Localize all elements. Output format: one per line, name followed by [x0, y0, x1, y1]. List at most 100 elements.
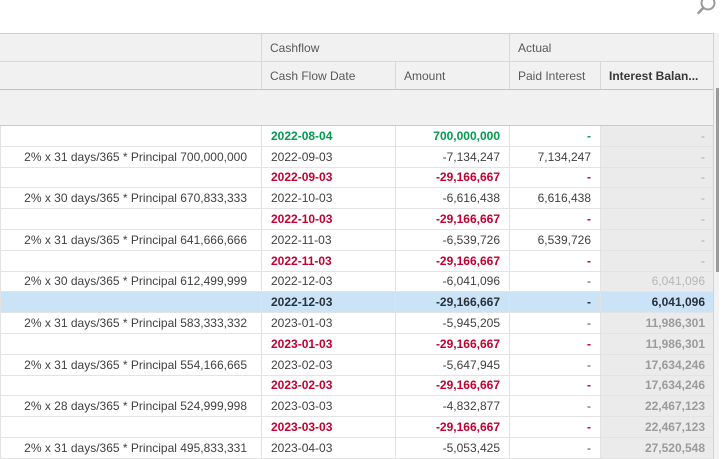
cell-paid-interest: - [509, 271, 600, 292]
cell-cash-flow-date: 2022-10-03 [261, 188, 395, 209]
cell-interest-formula [0, 375, 261, 396]
cell-paid-interest: 7,134,247 [509, 146, 600, 167]
cell-interest-balance: 11,986,301 [600, 333, 713, 354]
cell-cash-flow-date: 2023-02-03 [261, 354, 395, 375]
column-header-formula[interactable] [0, 62, 261, 89]
interest-formula-text: 2% x 30 days/365 * Principal 670,833,333 [24, 191, 247, 206]
cell-interest-formula [0, 209, 261, 229]
cell-paid-interest: - [509, 292, 600, 313]
cell-paid-interest: - [509, 313, 600, 333]
cell-interest-balance: - [600, 250, 713, 271]
table-row[interactable]: 2023-01-03 -29,166,667-11,986,301 [0, 333, 714, 355]
cell-cash-flow-date: 2023-04-03 [261, 437, 395, 458]
empty-band-row [0, 90, 714, 126]
vertical-scrollbar-thumb[interactable] [716, 88, 719, 272]
cell-cash-flow-date: 2022-12-03 [261, 271, 395, 292]
cell-amount: -29,166,667 [395, 167, 509, 188]
cell-interest-formula [0, 417, 261, 437]
interest-formula-text: 2% x 31 days/365 * Principal 495,833,331 [24, 440, 247, 455]
cell-amount: -29,166,667 [395, 417, 509, 437]
column-header-cash-flow-date[interactable]: Cash Flow Date [261, 62, 395, 89]
cell-amount: 700,000,000 [395, 126, 509, 146]
cell-amount: -7,134,247 [395, 146, 509, 167]
vertical-scrollbar[interactable] [713, 33, 719, 459]
cell-paid-interest: - [509, 437, 600, 458]
cell-cash-flow-date: 2022-09-03 [261, 167, 395, 188]
table-row[interactable]: 2022-11-03 -29,166,667- - [0, 250, 714, 272]
cell-cash-flow-date: 2022-08-04 [261, 126, 395, 146]
group-header-cashflow[interactable]: Cashflow [261, 34, 509, 61]
column-header-paid-interest[interactable]: Paid Interest [509, 62, 600, 89]
cell-interest-balance: 22,467,123 [600, 417, 713, 437]
table-row[interactable]: 2% x 30 days/365 * Principal 612,499,999… [0, 271, 714, 293]
cell-interest-balance: 27,520,548 [600, 437, 713, 458]
cell-amount: -4,832,877 [395, 396, 509, 417]
column-header-amount[interactable]: Amount [395, 62, 509, 89]
cell-paid-interest: - [509, 209, 600, 229]
group-header-actual[interactable]: Actual [509, 34, 714, 61]
table-row[interactable]: 2023-03-03 -29,166,667-22,467,123 [0, 417, 714, 438]
cell-interest-formula [0, 250, 261, 271]
cell-interest-balance: - [600, 146, 713, 167]
cell-interest-balance: - [600, 209, 713, 229]
cell-interest-balance: 22,467,123 [600, 396, 713, 417]
interest-formula-text: 2% x 31 days/365 * Principal 583,333,332 [24, 316, 247, 331]
cell-interest-balance: - [600, 126, 713, 146]
cell-interest-balance: - [600, 167, 713, 188]
cashflow-table: Cashflow Actual Cash Flow Date Amount Pa… [0, 33, 714, 459]
cell-paid-interest: - [509, 126, 600, 146]
search-icon[interactable] [692, 0, 720, 19]
table-row[interactable]: 2022-12-03 -29,166,667-6,041,096 [0, 292, 714, 314]
column-group-header-row: Cashflow Actual [0, 34, 714, 62]
cell-paid-interest: - [509, 167, 600, 188]
cell-interest-formula [0, 333, 261, 354]
cell-amount: -29,166,667 [395, 292, 509, 313]
interest-formula-text: 2% x 28 days/365 * Principal 524,999,998 [24, 399, 247, 414]
cell-interest-formula: 2% x 31 days/365 * Principal 554,166,665 [0, 354, 261, 375]
cell-interest-formula: 2% x 31 days/365 * Principal 583,333,332 [0, 313, 261, 333]
table-row[interactable]: 2023-02-03 -29,166,667-17,634,246 [0, 375, 714, 397]
table-row[interactable]: 2% x 31 days/365 * Principal 641,666,666… [0, 229, 714, 251]
table-row[interactable]: 2% x 28 days/365 * Principal 524,999,998… [0, 396, 714, 418]
cell-cash-flow-date: 2022-11-03 [261, 229, 395, 250]
toolbar [0, 0, 727, 33]
cell-paid-interest: - [509, 333, 600, 354]
table-row[interactable]: 2% x 31 days/365 * Principal 583,333,332… [0, 313, 714, 334]
table-row[interactable]: 2% x 31 days/365 * Principal 554,166,665… [0, 354, 714, 376]
cell-amount: -29,166,667 [395, 333, 509, 354]
table-row[interactable]: 2% x 31 days/365 * Principal 700,000,000… [0, 146, 714, 168]
cell-amount: -29,166,667 [395, 375, 509, 396]
table-row[interactable]: 2% x 30 days/365 * Principal 670,833,333… [0, 188, 714, 210]
cell-interest-formula [0, 126, 261, 146]
cell-interest-formula: 2% x 30 days/365 * Principal 612,499,999 [0, 271, 261, 292]
table-row[interactable]: 2022-10-03 -29,166,667- - [0, 209, 714, 230]
group-header-empty [0, 34, 261, 61]
cell-interest-balance: - [600, 229, 713, 250]
cell-paid-interest: - [509, 354, 600, 375]
interest-formula-text: 2% x 30 days/365 * Principal 612,499,999 [24, 274, 247, 289]
cell-interest-formula: 2% x 31 days/365 * Principal 641,666,666 [0, 229, 261, 250]
cell-interest-formula: 2% x 28 days/365 * Principal 524,999,998 [0, 396, 261, 417]
cell-paid-interest: - [509, 396, 600, 417]
column-header-interest-balance[interactable]: Interest Balan... [600, 62, 713, 89]
cell-paid-interest: 6,539,726 [509, 229, 600, 250]
cell-amount: -29,166,667 [395, 250, 509, 271]
table-body: 2022-08-04 700,000,000- -2% x 31 days/365 … [0, 126, 714, 459]
cell-paid-interest: 6,616,438 [509, 188, 600, 209]
interest-formula-text: 2% x 31 days/365 * Principal 700,000,000 [24, 149, 247, 164]
table-row[interactable]: 2022-08-04 700,000,000- - [0, 126, 714, 147]
cell-interest-balance: 11,986,301 [600, 313, 713, 333]
cell-cash-flow-date: 2022-09-03 [261, 146, 395, 167]
cell-paid-interest: - [509, 250, 600, 271]
interest-formula-text: 2% x 31 days/365 * Principal 641,666,666 [24, 232, 247, 247]
cell-amount: -5,647,945 [395, 354, 509, 375]
cell-cash-flow-date: 2023-01-03 [261, 333, 395, 354]
cell-amount: -6,539,726 [395, 229, 509, 250]
cell-amount: -6,616,438 [395, 188, 509, 209]
table-row[interactable]: 2% x 31 days/365 * Principal 495,833,331… [0, 437, 714, 459]
cell-paid-interest: - [509, 375, 600, 396]
cell-amount: -29,166,667 [395, 209, 509, 229]
cell-amount: -5,945,205 [395, 313, 509, 333]
table-row[interactable]: 2022-09-03 -29,166,667- - [0, 167, 714, 189]
column-header-row: Cash Flow Date Amount Paid Interest Inte… [0, 62, 714, 90]
